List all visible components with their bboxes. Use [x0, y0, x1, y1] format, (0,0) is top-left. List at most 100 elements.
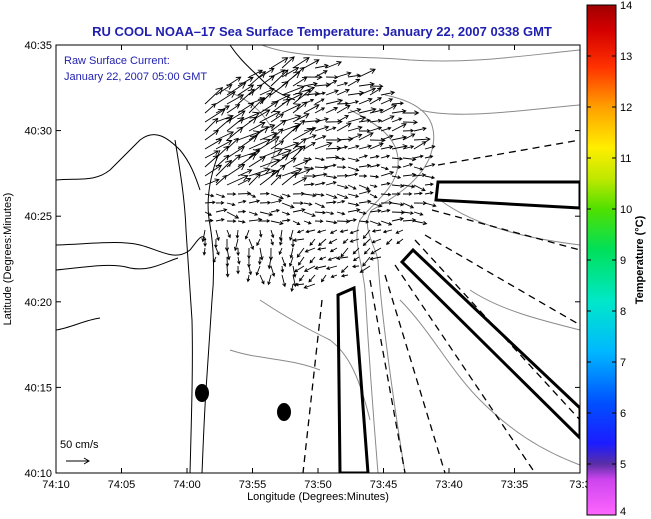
x-tick-label: 74:05 [108, 479, 136, 491]
current-vector [204, 211, 213, 216]
current-vector [371, 238, 382, 244]
current-vector [369, 154, 380, 159]
current-vector [267, 256, 272, 270]
current-vector [358, 107, 377, 114]
current-vector [380, 126, 392, 132]
current-vector [289, 229, 294, 241]
current-vector [325, 200, 337, 205]
current-vector [281, 167, 303, 177]
current-vector [380, 98, 394, 105]
current-vector [336, 115, 349, 123]
current-vector [201, 229, 206, 243]
current-vector [292, 274, 297, 288]
current-vector [325, 80, 338, 87]
y-axis-tick-labels: 40:35 40:30 40:25 40:20 40:15 40:10 [24, 40, 52, 480]
current-vector [255, 265, 261, 276]
current-vector [270, 128, 284, 141]
current-vector [308, 274, 316, 283]
current-vector [270, 140, 285, 150]
current-vector [279, 238, 283, 246]
current-vector [336, 165, 347, 170]
current-vector [226, 229, 231, 239]
current-vector [325, 220, 338, 225]
current-vector [314, 125, 330, 132]
current-vector [292, 191, 306, 196]
current-vector [248, 121, 266, 132]
x-tick-label: 73:35 [501, 479, 529, 491]
current-vector [325, 175, 338, 180]
current-vector [278, 247, 283, 256]
current-vector [214, 238, 218, 249]
current-vector [369, 193, 378, 199]
current-vector [347, 157, 360, 163]
current-vector [336, 122, 352, 132]
current-vector [382, 229, 393, 234]
colorbar-tick-label: 9 [620, 255, 626, 267]
current-vector [347, 193, 360, 198]
current-vector [325, 126, 337, 132]
current-vector [270, 174, 282, 186]
current-vector [329, 247, 338, 253]
current-vector [215, 116, 233, 132]
current-vector [336, 157, 346, 161]
current-vector [325, 75, 339, 80]
current-vector [226, 154, 241, 168]
current-vector [294, 282, 305, 287]
instrument-boxes [336, 180, 580, 473]
current-vector [391, 165, 402, 169]
current-vector [259, 191, 270, 196]
current-vector [402, 202, 415, 209]
current-vector [413, 191, 423, 196]
current-vector [336, 173, 349, 178]
current-vector [278, 229, 283, 242]
current-vector [204, 150, 220, 159]
current-vector [292, 128, 315, 141]
current-vector [292, 145, 306, 159]
current-vector [248, 217, 263, 223]
current-vector [402, 156, 417, 162]
current-vector [204, 138, 223, 150]
current-vector [204, 164, 223, 177]
current-vector [359, 174, 368, 178]
current-vector [347, 172, 359, 177]
current-vector [391, 101, 405, 106]
current-vector [237, 84, 255, 96]
current-vector [380, 145, 394, 150]
current-vector [336, 219, 351, 224]
current-vector [413, 154, 424, 159]
current-vector [391, 144, 408, 150]
current-vector [391, 183, 405, 188]
current-vector [270, 81, 289, 96]
current-vector [402, 192, 413, 196]
current-vector [226, 103, 241, 114]
current-vector [299, 274, 305, 282]
current-vector [226, 174, 249, 186]
current-vector [391, 135, 408, 141]
current-vector [391, 156, 404, 161]
current-vector [386, 238, 393, 245]
current-vector [358, 219, 370, 224]
current-vector [380, 208, 391, 213]
current-vector [226, 211, 240, 219]
current-vector [270, 220, 284, 226]
current-vector [395, 229, 404, 234]
current-vector [226, 146, 246, 159]
annotation-line-2: January 22, 2007 05:00 GMT [64, 71, 207, 83]
current-vector [369, 137, 386, 143]
brooklyn-coast [229, 45, 296, 101]
current-vector [328, 238, 338, 244]
current-vector [215, 131, 235, 141]
current-vector [215, 229, 220, 242]
current-vector [270, 199, 283, 204]
current-vector [226, 202, 236, 207]
current-vector [226, 247, 231, 261]
colorbar-tick-label: 10 [620, 204, 632, 216]
current-vector [336, 184, 349, 190]
current-vector [259, 211, 274, 217]
y-axis-label: Latitude (Degrees:Minutes) [2, 193, 14, 326]
current-vector [303, 211, 316, 218]
y-tick-label: 40:20 [24, 297, 52, 309]
x-tick-label: 73:55 [239, 479, 267, 491]
current-vector [248, 265, 253, 276]
current-vector [297, 256, 305, 266]
